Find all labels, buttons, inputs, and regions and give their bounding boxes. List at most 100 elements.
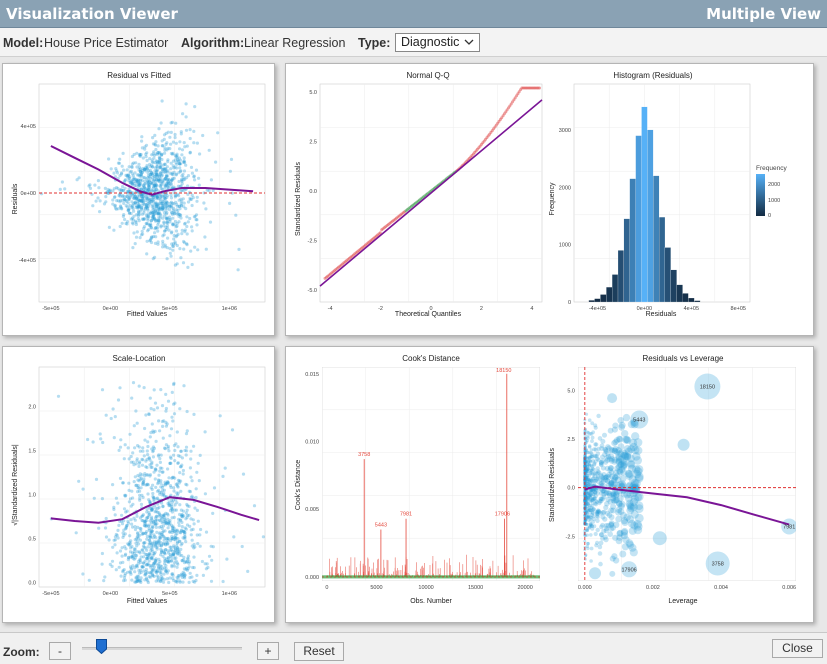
data-point	[164, 537, 169, 541]
close-button[interactable]: Close	[772, 639, 823, 658]
data-point	[152, 574, 156, 578]
leverage-point	[585, 471, 589, 475]
data-point	[166, 542, 170, 546]
data-point	[160, 152, 164, 156]
data-point	[107, 225, 111, 229]
data-point	[151, 203, 155, 207]
data-point	[143, 519, 147, 523]
data-point	[170, 565, 174, 569]
leverage-point	[632, 465, 641, 474]
data-point	[153, 180, 157, 184]
data-point	[118, 204, 123, 208]
leverage-point	[584, 455, 588, 459]
tick-label: 1e+06	[222, 306, 237, 312]
leverage-point	[598, 461, 604, 467]
data-point	[178, 551, 182, 555]
data-point	[150, 465, 154, 469]
panel-cooks-leverage[interactable]: Cook's Distance 18150 3758 5443 7981 17906 O…	[285, 346, 814, 623]
data-point	[141, 156, 145, 160]
data-point	[158, 560, 162, 564]
leverage-point	[627, 460, 636, 469]
data-point	[138, 205, 142, 209]
data-point	[183, 145, 187, 149]
data-point	[184, 482, 188, 486]
histogram-bar	[659, 217, 666, 303]
leverage-point	[593, 459, 598, 464]
leverage-point	[603, 523, 609, 529]
panel-residual-vs-fitted[interactable]: Residual vs Fitted Fitted Values Residua…	[2, 63, 275, 336]
data-point	[147, 510, 151, 515]
data-point	[164, 443, 168, 447]
panel-qq-histogram[interactable]: Normal Q-Q Theoretical Quantiles Standar…	[285, 63, 814, 336]
data-point	[192, 566, 196, 570]
leverage-point	[610, 495, 617, 502]
data-point	[162, 224, 166, 228]
leverage-point	[592, 447, 597, 452]
data-point	[107, 538, 111, 542]
data-point	[145, 165, 149, 169]
data-point	[185, 523, 190, 527]
data-point	[185, 483, 189, 487]
data-point	[178, 407, 182, 411]
data-point	[216, 131, 220, 135]
data-point	[136, 485, 140, 490]
data-point	[161, 567, 165, 571]
reset-button[interactable]: Reset	[294, 642, 344, 661]
data-point	[138, 533, 142, 537]
view-mode-label[interactable]: Multiple View	[706, 5, 821, 23]
leverage-point	[601, 509, 607, 515]
data-point	[119, 198, 123, 202]
data-point	[165, 226, 169, 230]
leverage-point	[588, 459, 593, 463]
leverage-point	[616, 530, 623, 537]
data-point	[163, 196, 167, 200]
leverage-point	[588, 482, 592, 487]
data-point	[176, 551, 180, 556]
data-point	[144, 206, 148, 210]
data-point	[120, 546, 124, 550]
leverage-point	[604, 473, 610, 480]
data-point	[190, 538, 194, 542]
leverage-point	[593, 501, 598, 506]
data-point	[200, 559, 204, 564]
data-point	[128, 170, 132, 174]
data-point	[139, 568, 143, 572]
data-point	[161, 493, 166, 497]
data-point	[134, 483, 138, 487]
x-axis-label: Fitted Values	[127, 311, 168, 318]
zoom-out-button[interactable]: -	[49, 642, 71, 660]
data-point	[151, 257, 155, 261]
leverage-point	[586, 481, 591, 486]
leverage-point	[586, 460, 590, 465]
leverage-point	[617, 461, 625, 468]
zoom-slider-thumb[interactable]	[96, 639, 107, 654]
panel-scale-location[interactable]: Scale-Location Fitted Values √|Standardi…	[2, 346, 275, 623]
zoom-slider-track[interactable]	[82, 647, 242, 650]
data-point	[189, 528, 193, 532]
data-point	[137, 194, 141, 198]
data-point	[168, 204, 172, 208]
data-point	[171, 573, 175, 577]
data-point	[145, 222, 149, 226]
data-point	[151, 165, 155, 169]
type-select[interactable]: Diagnostic	[395, 33, 480, 52]
leverage-point	[583, 449, 587, 453]
data-point	[170, 242, 174, 246]
zoom-in-button[interactable]: +	[257, 642, 279, 660]
data-point	[221, 474, 225, 478]
data-point	[118, 157, 122, 161]
data-point	[188, 198, 192, 202]
data-point	[166, 480, 170, 484]
leverage-point	[583, 469, 587, 473]
leverage-point	[588, 503, 592, 508]
leverage-point	[591, 510, 596, 515]
data-point	[177, 574, 181, 578]
data-point	[137, 183, 142, 187]
data-point	[146, 187, 151, 192]
data-point	[163, 151, 167, 155]
leverage-point	[616, 529, 624, 537]
data-point	[121, 198, 125, 203]
data-point	[133, 195, 137, 199]
leverage-point	[615, 500, 623, 507]
data-point	[179, 162, 183, 166]
